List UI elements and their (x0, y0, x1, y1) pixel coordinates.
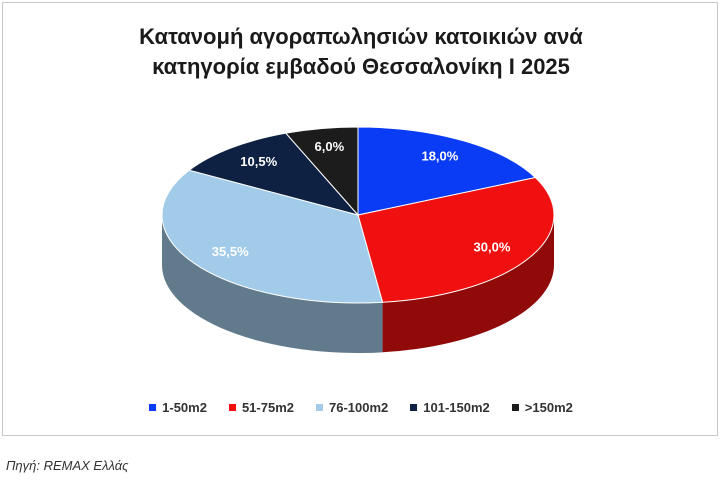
data-label: 6,0% (315, 139, 345, 154)
legend-item: 76-100m2 (316, 400, 388, 415)
chart-frame (2, 2, 718, 436)
legend-swatch (410, 404, 418, 411)
legend-item: >150m2 (511, 400, 573, 415)
chart: 18,0% 30,0% 35,5% 10,5% 6,0% (161, 126, 555, 353)
legend-label: 51-75m2 (241, 400, 294, 415)
legend-item: 101-150m2 (410, 400, 490, 415)
legend-swatch (511, 404, 519, 411)
slice (357, 176, 555, 303)
legend: 1-50m2 51-75m2 76-100m2 101-150m2 >150m2 (0, 400, 722, 415)
source-note: Πηγή: REMAX Ελλάς (6, 458, 129, 473)
legend-label: 76-100m2 (329, 400, 389, 415)
legend-label: 101-150m2 (423, 400, 490, 415)
data-label: 35,5% (212, 244, 249, 259)
slice (161, 169, 384, 304)
legend-label: 1-50m2 (162, 400, 207, 415)
slice (357, 126, 537, 216)
legend-item: 51-75m2 (228, 400, 294, 415)
data-label: 10,5% (240, 154, 277, 169)
legend-label: >150m2 (524, 400, 573, 415)
slice-side (162, 215, 383, 353)
data-label: 30,0% (474, 240, 511, 255)
legend-swatch (149, 404, 157, 411)
legend-item: 1-50m2 (149, 400, 207, 415)
slice-side (382, 215, 554, 353)
data-label: 18,0% (421, 148, 458, 163)
slice (284, 126, 359, 217)
legend-swatch (316, 404, 323, 411)
chart-title: Κατανομή αγοραπωλησιών κατοικιών ανά κατ… (139, 24, 583, 79)
slice (188, 132, 360, 216)
legend-swatch (228, 404, 236, 411)
